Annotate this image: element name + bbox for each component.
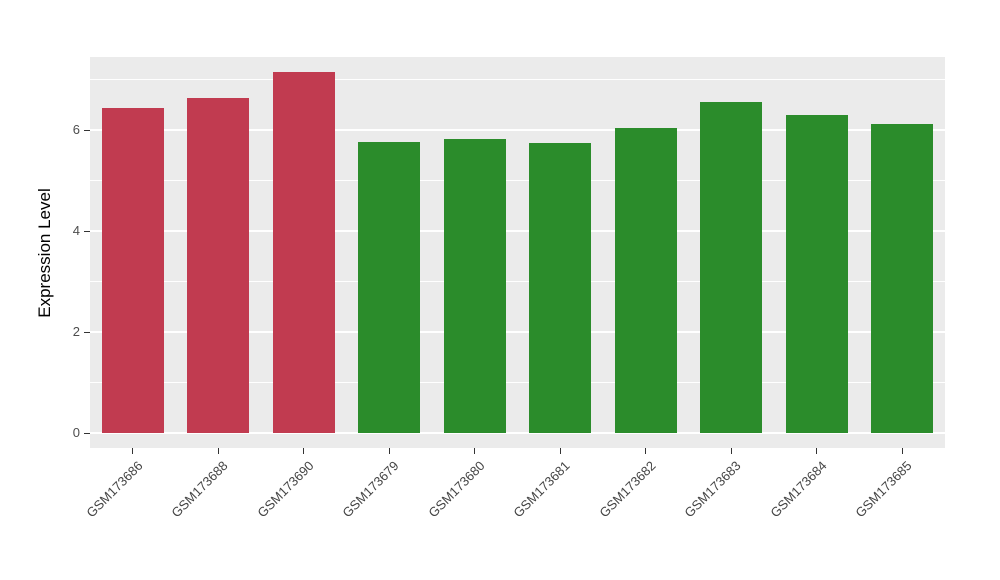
x-tick-mark: [303, 448, 305, 454]
x-tick-label: GSM173684: [767, 458, 830, 521]
x-tick-label: GSM173683: [681, 458, 744, 521]
bar: [443, 138, 506, 433]
y-tick-label: 2: [72, 324, 80, 340]
y-tick-label: 4: [72, 223, 80, 239]
x-tick-mark: [217, 448, 219, 454]
y-tick-mark: [84, 129, 90, 131]
y-tick-label: 0: [72, 425, 80, 440]
x-tick-label: GSM173679: [339, 458, 402, 521]
gridline-minor: [90, 280, 945, 282]
x-tick-mark: [901, 448, 903, 454]
gridline-minor: [90, 381, 945, 383]
gridline-major: [90, 331, 945, 334]
x-tick-mark: [388, 448, 390, 454]
gridline-major: [90, 129, 945, 132]
x-tick-label: GSM173685: [852, 458, 915, 521]
x-tick-label: GSM173682: [596, 458, 659, 521]
x-tick-mark: [730, 448, 732, 454]
plot-panel: [90, 57, 945, 448]
bar: [272, 72, 335, 433]
y-tick-mark: [84, 432, 90, 434]
x-tick-mark: [645, 448, 647, 454]
x-tick-label: GSM173681: [510, 458, 573, 521]
y-axis-title: Expression Level: [35, 187, 54, 318]
bar: [101, 107, 164, 433]
x-tick-label: GSM173680: [425, 458, 488, 521]
bar: [700, 102, 763, 433]
gridline-major: [90, 432, 945, 434]
bar: [529, 142, 592, 433]
bar: [187, 98, 250, 433]
y-axis-title-wrap: Expression Level: [28, 57, 62, 448]
y-tick-label: 6: [72, 122, 80, 138]
x-tick-label: GSM173686: [83, 458, 146, 521]
bar: [358, 141, 421, 433]
x-tick-mark: [474, 448, 476, 454]
y-tick-mark: [84, 331, 90, 333]
x-tick-mark: [816, 448, 818, 454]
x-tick-label: GSM173690: [254, 458, 317, 521]
y-tick-mark: [84, 230, 90, 232]
gridline-minor: [90, 78, 945, 80]
x-tick-mark: [559, 448, 561, 454]
bar: [871, 123, 934, 433]
bar: [614, 128, 677, 433]
x-tick-mark: [132, 448, 134, 454]
bar: [785, 114, 848, 433]
gridline-minor: [90, 179, 945, 181]
gridline-major: [90, 230, 945, 233]
x-tick-label: GSM173688: [168, 458, 231, 521]
